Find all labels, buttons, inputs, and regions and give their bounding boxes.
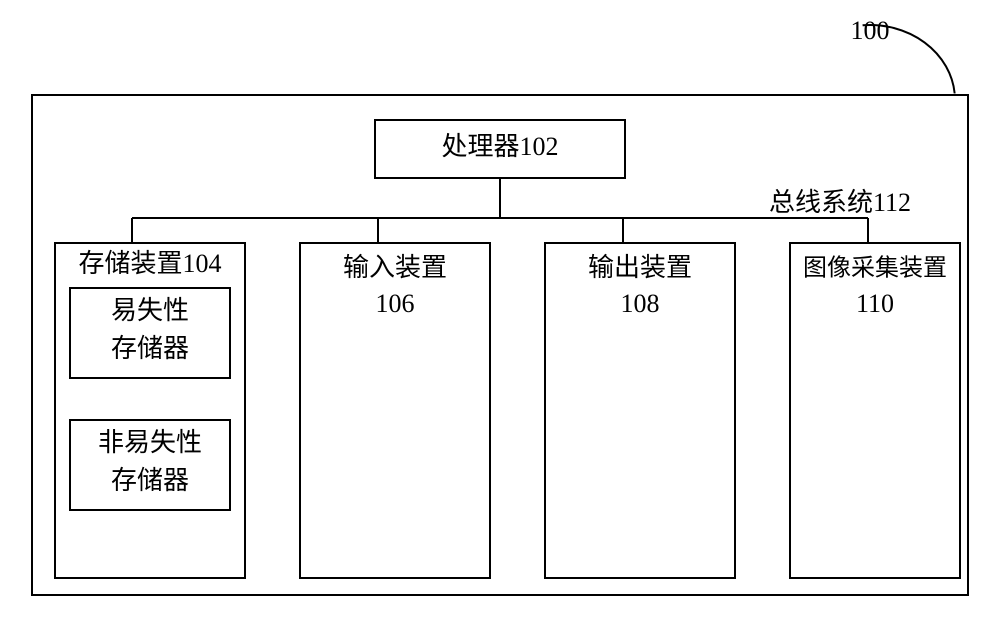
- bus-label: 总线系统112: [769, 188, 911, 217]
- volatile-memory-line2: 存储器: [111, 334, 189, 363]
- bus-drops: [132, 218, 868, 243]
- output-device-line2: 108: [621, 289, 660, 318]
- output-device-line1: 输出装置: [588, 253, 692, 282]
- nonvolatile-memory-line2: 存储器: [111, 466, 189, 495]
- system-ref-label: 100: [851, 16, 890, 45]
- storage-label: 存储装置104: [78, 249, 221, 278]
- nonvolatile-memory-line1: 非易失性: [98, 428, 202, 457]
- input-device-line2: 106: [376, 289, 415, 318]
- image-device-line1: 图像采集装置: [803, 255, 947, 282]
- image-device-line2: 110: [856, 289, 894, 318]
- volatile-memory-line1: 易失性: [111, 296, 189, 325]
- input-device-line1: 输入装置: [343, 253, 447, 282]
- storage-box: [55, 243, 245, 578]
- processor-label: 处理器102: [441, 132, 558, 161]
